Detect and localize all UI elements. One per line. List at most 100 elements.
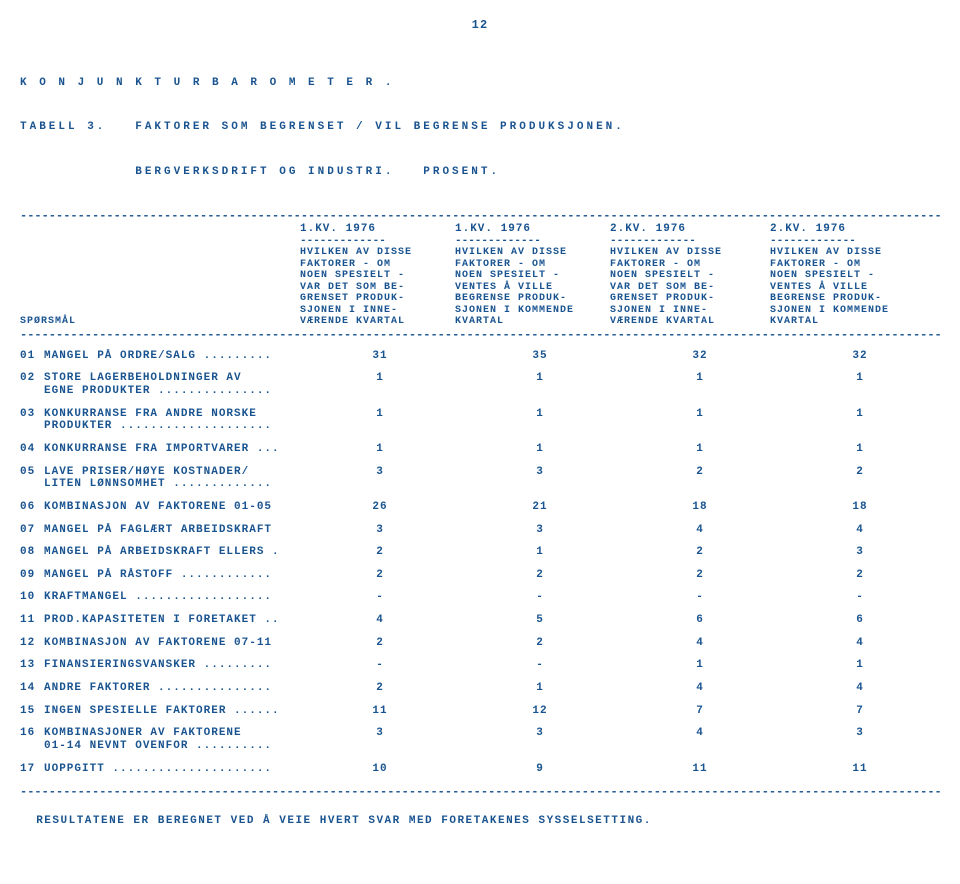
row-number: 10: [20, 591, 44, 614]
row-number: 17: [20, 763, 44, 786]
row-number: 13: [20, 659, 44, 682]
row-label: INGEN SPESIELLE FAKTORER ......: [44, 705, 300, 728]
row-label: KONKURRANSE FRA IMPORTVARER ...: [44, 443, 300, 466]
row-number: 15: [20, 705, 44, 728]
cell-value: 1: [300, 443, 460, 466]
table-row: 01MANGEL PÅ ORDRE/SALG .........31353232: [20, 350, 940, 373]
table-row: 14ANDRE FAKTORER ...............2144: [20, 682, 940, 705]
cell-value: 12: [460, 705, 620, 728]
cell-value: 1: [620, 408, 780, 443]
cell-value: -: [300, 659, 460, 682]
cell-value: 26: [300, 501, 460, 524]
cell-value: 4: [780, 524, 940, 547]
quarter-2: 1.KV. 1976: [455, 223, 610, 235]
cell-value: 4: [620, 727, 780, 762]
cell-value: -: [620, 591, 780, 614]
cell-value: 2: [300, 682, 460, 705]
row-number: 05: [20, 466, 44, 501]
row-label: PROD.KAPASITETEN I FORETAKET ..: [44, 614, 300, 637]
row-label: UOPPGITT .....................: [44, 763, 300, 786]
document-page: 12 K O N J U N K T U R B A R O M E T E R…: [0, 0, 960, 827]
title-line-1: K O N J U N K T U R B A R O M E T E R .: [20, 76, 940, 91]
quarter-1: 1.KV. 1976: [300, 223, 455, 235]
cell-value: 2: [620, 466, 780, 501]
rule-top: ----------------------------------------…: [20, 209, 940, 223]
data-table: 01MANGEL PÅ ORDRE/SALG .........31353232…: [20, 350, 940, 785]
cell-value: 2: [460, 569, 620, 592]
quarter-dash-4: -------------: [770, 235, 930, 247]
cell-value: 32: [620, 350, 780, 373]
cell-value: 5: [460, 614, 620, 637]
cell-value: 2: [300, 546, 460, 569]
cell-value: 7: [780, 705, 940, 728]
row-number: 03: [20, 408, 44, 443]
cell-value: 6: [780, 614, 940, 637]
cell-value: 21: [460, 501, 620, 524]
cell-value: 1: [460, 682, 620, 705]
row-label: FINANSIERINGSVANSKER .........: [44, 659, 300, 682]
column-header-4: HVILKEN AV DISSE FAKTORER - OM NOEN SPES…: [770, 247, 930, 328]
cell-value: -: [460, 591, 620, 614]
cell-value: 1: [780, 408, 940, 443]
row-label: MANGEL PÅ ARBEIDSKRAFT ELLERS .: [44, 546, 300, 569]
cell-value: 1: [620, 659, 780, 682]
table-row: 02STORE LAGERBEHOLDNINGER AV EGNE PRODUK…: [20, 372, 940, 407]
row-number: 14: [20, 682, 44, 705]
cell-value: 4: [620, 637, 780, 660]
column-headers: SPØRSMÅL HVILKEN AV DISSE FAKTORER - OM …: [20, 247, 940, 328]
cell-value: 1: [460, 443, 620, 466]
row-number: 07: [20, 524, 44, 547]
cell-value: 3: [460, 466, 620, 501]
cell-value: 11: [300, 705, 460, 728]
cell-value: 2: [780, 466, 940, 501]
cell-value: 6: [620, 614, 780, 637]
table-row: 08MANGEL PÅ ARBEIDSKRAFT ELLERS .2123: [20, 546, 940, 569]
row-label: KOMBINASJON AV FAKTORENE 07-11: [44, 637, 300, 660]
cell-value: 2: [620, 569, 780, 592]
row-number: 16: [20, 727, 44, 762]
cell-value: 2: [460, 637, 620, 660]
quarter-dash-3: -------------: [610, 235, 770, 247]
quarter-4: 2.KV. 1976: [770, 223, 930, 235]
cell-value: 9: [460, 763, 620, 786]
table-row: 13FINANSIERINGSVANSKER .........--11: [20, 659, 940, 682]
row-number: 06: [20, 501, 44, 524]
cell-value: 3: [300, 466, 460, 501]
title-line-3: BERGVERKSDRIFT OG INDUSTRI. PROSENT.: [20, 165, 940, 180]
row-number: 09: [20, 569, 44, 592]
cell-value: 10: [300, 763, 460, 786]
cell-value: 3: [300, 524, 460, 547]
rule-bottom: ----------------------------------------…: [20, 785, 940, 799]
row-label: KOMBINASJONER AV FAKTORENE 01-14 NEVNT O…: [44, 727, 300, 762]
row-label: MANGEL PÅ FAGLÆRT ARBEIDSKRAFT: [44, 524, 300, 547]
cell-value: 18: [620, 501, 780, 524]
row-number: 11: [20, 614, 44, 637]
row-number: 02: [20, 372, 44, 407]
cell-value: 11: [780, 763, 940, 786]
quarter-dash-row: ------------- ------------- ------------…: [20, 235, 940, 247]
cell-value: -: [780, 591, 940, 614]
cell-value: 1: [780, 372, 940, 407]
cell-value: 3: [460, 727, 620, 762]
table-row: 17UOPPGITT .....................1091111: [20, 763, 940, 786]
cell-value: 35: [460, 350, 620, 373]
cell-value: 18: [780, 501, 940, 524]
cell-value: 1: [300, 408, 460, 443]
cell-value: 2: [300, 637, 460, 660]
table-row: 07MANGEL PÅ FAGLÆRT ARBEIDSKRAFT3344: [20, 524, 940, 547]
table-row: 09MANGEL PÅ RÅSTOFF ............2222: [20, 569, 940, 592]
row-number: 04: [20, 443, 44, 466]
cell-value: 11: [620, 763, 780, 786]
table-row: 10KRAFTMANGEL ..................----: [20, 591, 940, 614]
row-label: MANGEL PÅ RÅSTOFF ............: [44, 569, 300, 592]
cell-value: 2: [780, 569, 940, 592]
cell-value: 2: [300, 569, 460, 592]
table-row: 03KONKURRANSE FRA ANDRE NORSKE PRODUKTER…: [20, 408, 940, 443]
row-label: ANDRE FAKTORER ...............: [44, 682, 300, 705]
quarter-dash-2: -------------: [455, 235, 610, 247]
title-block: K O N J U N K T U R B A R O M E T E R . …: [20, 46, 940, 209]
cell-value: 3: [780, 727, 940, 762]
cell-value: 1: [620, 372, 780, 407]
cell-value: -: [300, 591, 460, 614]
row-label: MANGEL PÅ ORDRE/SALG .........: [44, 350, 300, 373]
